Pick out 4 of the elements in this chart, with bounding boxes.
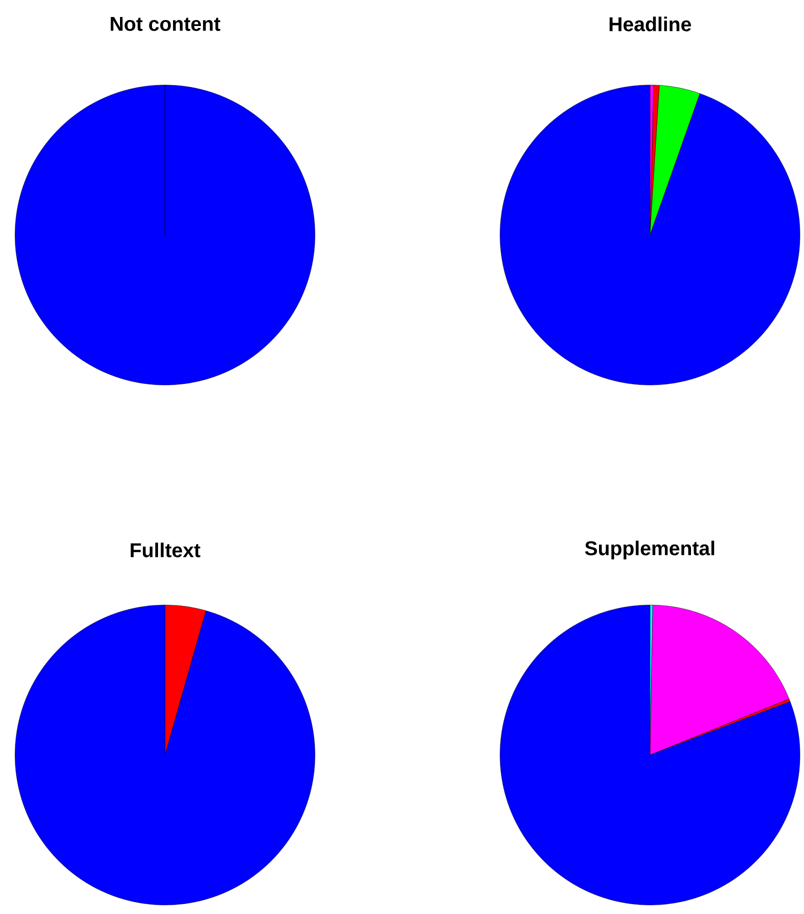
- chart-title: Not content: [110, 17, 220, 31]
- chart-title: Supplemental: [585, 540, 714, 560]
- chart-title: Headline: [610, 16, 691, 32]
- chart-title: Fulltext: [130, 542, 200, 558]
